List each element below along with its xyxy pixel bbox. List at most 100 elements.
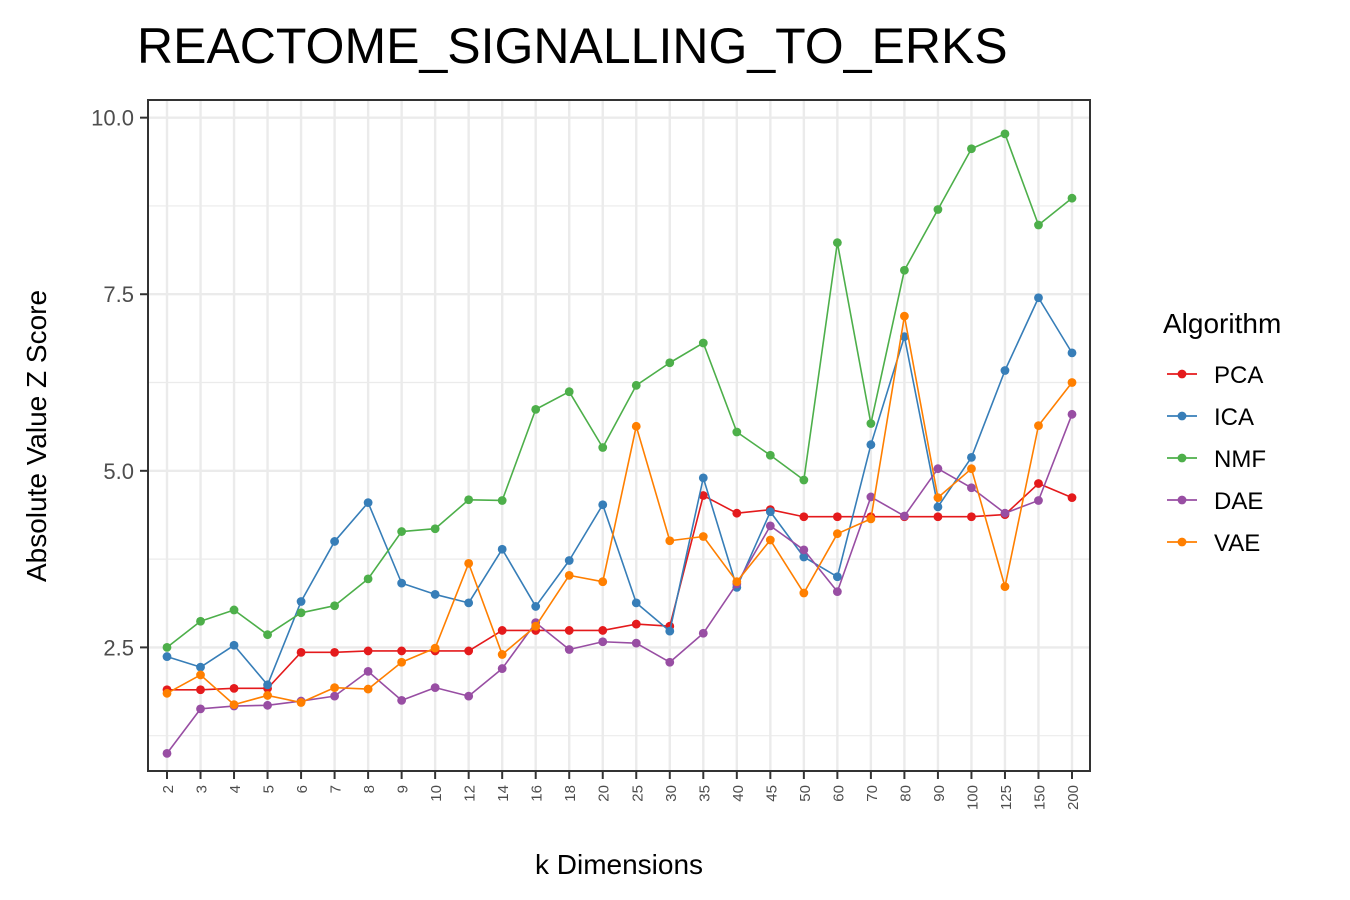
data-point [464,691,474,701]
series-nmf [162,129,1077,652]
data-point [967,464,976,474]
data-point [1034,496,1043,505]
data-point [598,500,608,510]
data-point [397,578,407,588]
data-point [665,657,675,667]
data-point [330,691,339,701]
legend-key-point [1177,537,1187,547]
data-point [866,440,876,450]
data-point [1000,508,1010,518]
x-tick-label: 40 [730,785,747,802]
data-point [832,572,842,582]
y-axis-title: Absolute Value Z Score [21,290,52,582]
data-point [564,387,574,397]
data-point [933,464,943,474]
data-point [1067,348,1077,358]
y-tick-label: 5.0 [103,459,134,484]
data-point [531,602,541,611]
data-point [330,683,339,693]
y-axis: 2.5 5.0 7.5 10.0 [91,106,148,660]
data-point [799,512,809,522]
data-point [631,380,641,390]
data-point [497,544,507,554]
data-point [397,646,407,656]
data-point [1067,378,1077,387]
legend-title: Algorithm [1163,308,1281,339]
data-point [665,626,675,636]
x-tick-label: 35 [696,785,713,802]
data-point [900,332,909,342]
data-point [967,483,976,493]
data-point [799,545,809,555]
x-tick-label: 100 [964,785,981,810]
data-point [598,443,608,452]
data-point [430,643,440,653]
data-point [196,616,205,626]
x-tick-label: 2 [160,785,177,793]
x-tick-label: 150 [1031,785,1048,810]
x-tick-label: 4 [227,785,244,793]
series-vae [162,311,1077,710]
data-point [497,650,507,659]
data-point [698,491,708,500]
data-point [397,657,407,667]
x-tick-label: 70 [864,785,881,802]
legend-item-vae: VAE [1167,530,1260,557]
data-point [363,684,373,694]
data-point [162,652,172,661]
data-point [598,577,608,587]
data-point [598,637,608,647]
data-point [363,667,373,676]
legend-label: NMF [1214,446,1266,473]
data-point [866,492,876,502]
legend-key-point [1177,453,1187,463]
x-tick-label: 12 [462,785,479,802]
x-tick-label: 60 [830,785,847,802]
data-point [1067,193,1077,203]
data-point [1034,293,1043,303]
data-point [900,265,909,275]
data-point [162,688,172,698]
data-point [464,558,474,568]
data-point [765,450,775,460]
x-tick-label: 6 [294,785,311,793]
x-tick-label: 16 [529,785,546,802]
data-point [296,608,306,618]
chart-title: REACTOME_SIGNALLING_TO_ERKS [137,18,1008,74]
series-line [166,133,1073,649]
legend-key-point [1177,411,1187,421]
data-point [799,475,809,485]
data-point [1034,220,1043,230]
legend-item-dae: DAE [1167,488,1263,515]
data-point [196,670,205,680]
legend-key-point [1177,495,1187,505]
data-point [564,556,574,565]
series-layer [162,129,1077,758]
legend: Algorithm PCA ICA NMF DAE VAE [1163,308,1281,557]
data-point [967,512,976,522]
data-point [765,535,775,545]
data-point [430,590,440,599]
data-point [832,529,842,539]
data-point [900,511,909,521]
data-point [564,570,574,580]
x-tick-label: 50 [797,785,814,802]
data-point [933,512,943,522]
data-point [799,588,809,598]
data-point [296,647,306,657]
grid-major [148,100,1090,771]
data-point [933,502,943,512]
legend-label: PCA [1214,362,1263,389]
legend-key-point [1177,369,1187,379]
data-point [464,495,474,505]
data-point [430,524,440,534]
data-point [263,691,272,700]
data-point [196,704,205,714]
data-point [531,404,541,414]
y-tick-label: 2.5 [103,635,134,660]
data-point [296,698,306,707]
data-point [229,683,239,693]
plot-border [147,99,1091,772]
data-point [1067,493,1077,503]
